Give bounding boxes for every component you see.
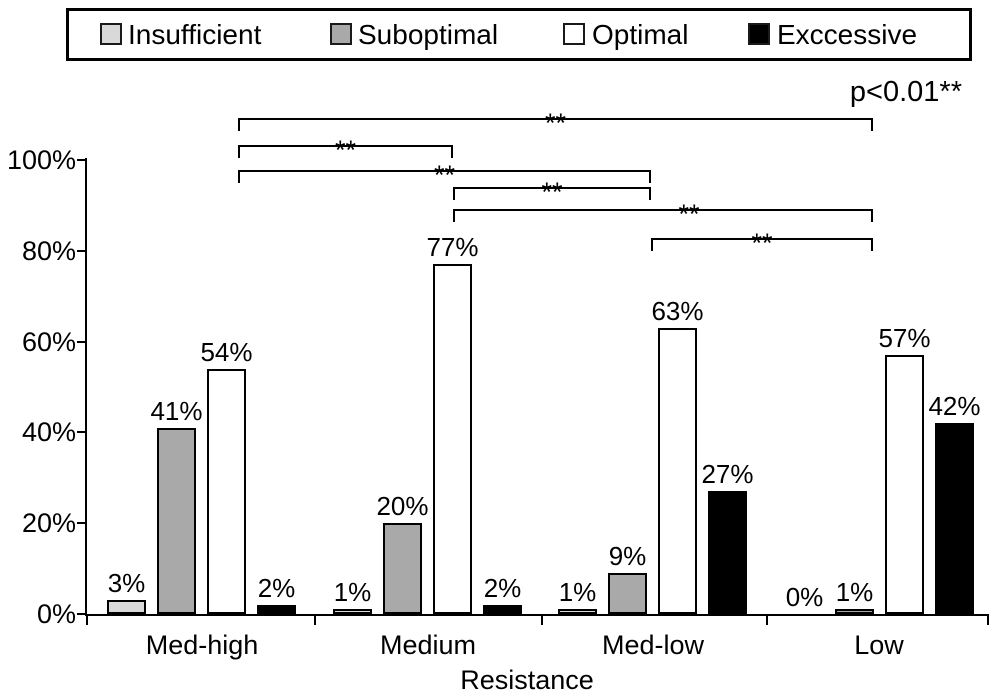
- bar-label-insufficient-medium: 1%: [333, 577, 372, 607]
- bar-label-insufficient-med-low: 1%: [558, 577, 597, 607]
- legend-label-exccessive: Exccessive: [777, 18, 918, 50]
- bar-label-optimal-med-high: 54%: [200, 337, 253, 367]
- suboptimal-swatch-icon: [330, 23, 352, 45]
- bar-insufficient-medium: [333, 609, 372, 614]
- y-tick-mark: [77, 159, 85, 161]
- y-tick-label-0-: 0%: [36, 599, 76, 629]
- legend-label-optimal: Optimal: [592, 18, 689, 50]
- y-tick-label-60-: 60%: [21, 327, 76, 357]
- bar-label-optimal-medium: 77%: [426, 232, 479, 262]
- bar-label-exccessive-medium: 2%: [483, 573, 522, 603]
- bar-exccessive-medium: [483, 605, 522, 614]
- significance-bracket-med-low-low: **: [651, 230, 873, 257]
- significance-label: **: [334, 135, 357, 165]
- x-axis-line: [85, 614, 988, 616]
- bar-label-insufficient-low: 0%: [785, 582, 824, 612]
- bar-optimal-low: [885, 355, 924, 614]
- bar-label-exccessive-med-high: 2%: [257, 573, 296, 603]
- bar-label-optimal-low: 57%: [878, 323, 931, 353]
- bar-optimal-med-low: [658, 328, 697, 614]
- bar-label-optimal-med-low: 63%: [651, 296, 704, 326]
- bar-exccessive-med-high: [257, 605, 296, 614]
- bar-insufficient-med-high: [107, 600, 146, 614]
- x-tick-mark: [541, 614, 543, 625]
- x-tick-label-med-low: Med-low: [601, 630, 705, 660]
- significance-label: **: [541, 177, 563, 207]
- bar-suboptimal-low: [835, 609, 874, 614]
- optimal-swatch-icon: [563, 23, 585, 45]
- bar-optimal-medium: [433, 264, 472, 614]
- bar-optimal-med-high: [207, 369, 246, 614]
- y-tick-mark: [77, 613, 85, 615]
- x-tick-mark: [987, 614, 989, 625]
- significance-label: **: [678, 199, 700, 229]
- bar-suboptimal-med-low: [608, 573, 647, 614]
- y-tick-label-100-: 100%: [6, 145, 76, 175]
- legend: Insufficient Suboptimal Optimal Exccessive: [66, 8, 972, 61]
- y-tick-mark: [77, 341, 85, 343]
- bar-insufficient-med-low: [558, 609, 597, 614]
- x-axis-title: Resistance: [460, 665, 594, 691]
- y-tick-label-20-: 20%: [21, 508, 76, 538]
- y-tick-label-80-: 80%: [21, 236, 76, 266]
- significance-bracket-med-high-medium: **: [238, 137, 453, 164]
- x-tick-label-medium: Medium: [379, 630, 477, 660]
- x-tick-mark: [86, 614, 88, 625]
- legend-label-insufficient: Insufficient: [128, 18, 262, 50]
- y-axis-line: [85, 158, 87, 616]
- significance-bracket-medium-low: **: [453, 201, 873, 228]
- exccessive-swatch-icon: [748, 23, 770, 45]
- significance-bracket-med-high-med-low: **: [238, 162, 651, 189]
- legend-label-suboptimal: Suboptimal: [358, 18, 499, 50]
- significance-bracket-med-high-low: **: [238, 110, 873, 137]
- bar-label-exccessive-med-low: 27%: [701, 459, 754, 489]
- significance-label: **: [433, 160, 456, 190]
- y-tick-mark: [77, 522, 85, 524]
- y-tick-label-40-: 40%: [21, 417, 76, 447]
- y-tick-mark: [77, 431, 85, 433]
- bar-suboptimal-med-high: [157, 428, 196, 614]
- bar-exccessive-med-low: [708, 491, 747, 614]
- bar-exccessive-low: [935, 423, 974, 614]
- significance-label: **: [544, 108, 567, 138]
- significance-label: **: [751, 228, 773, 258]
- bar-suboptimal-medium: [383, 523, 422, 614]
- x-tick-label-med-high: Med-high: [145, 630, 259, 660]
- x-tick-mark: [766, 614, 768, 625]
- insufficient-swatch-icon: [100, 23, 122, 45]
- x-tick-mark: [314, 614, 316, 625]
- bar-label-suboptimal-medium: 20%: [376, 491, 429, 521]
- bar-label-exccessive-low: 42%: [928, 391, 981, 421]
- bar-label-insufficient-med-high: 3%: [107, 568, 146, 598]
- x-tick-label-low: Low: [854, 630, 904, 660]
- bar-label-suboptimal-med-high: 41%: [150, 396, 203, 426]
- significance-bracket-medium-med-low: **: [453, 179, 651, 206]
- bar-label-suboptimal-med-low: 9%: [608, 541, 647, 571]
- bar-label-suboptimal-low: 1%: [835, 577, 874, 607]
- y-tick-mark: [77, 250, 85, 252]
- p-value-annotation: p<0.01**: [849, 76, 962, 108]
